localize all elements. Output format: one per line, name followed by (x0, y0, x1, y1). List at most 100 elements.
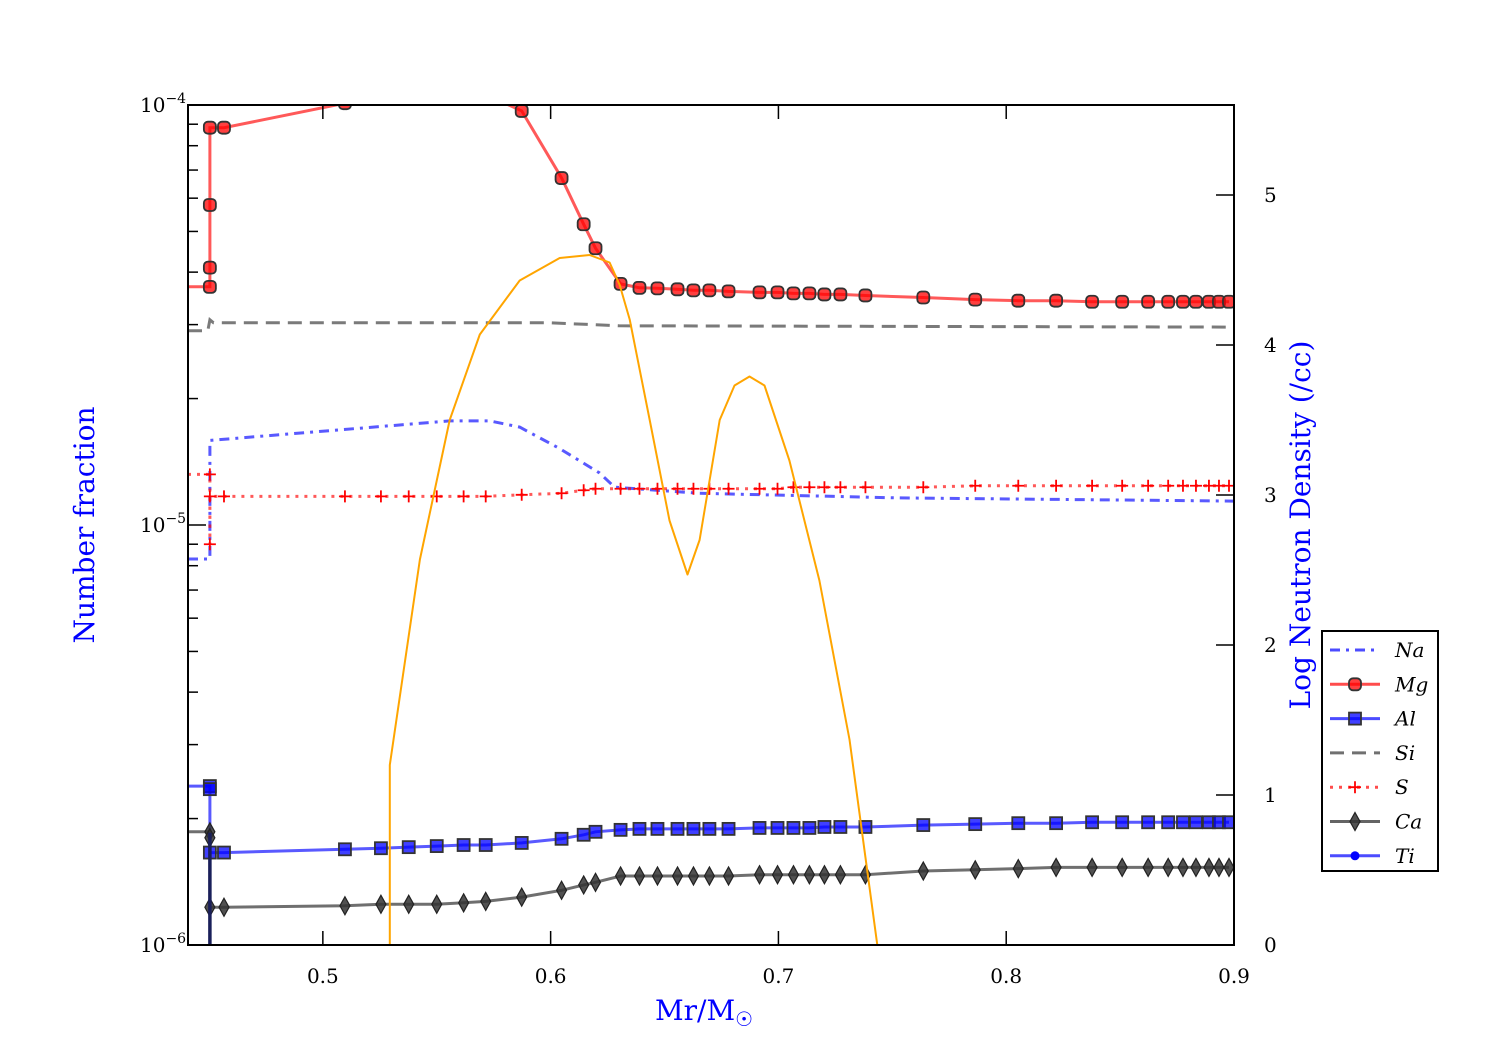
x-tick-label: 0.7 (763, 964, 795, 988)
legend-marker (1350, 851, 1360, 861)
data-point-ca (555, 880, 568, 901)
data-point-s (374, 490, 387, 503)
data-point-al (1161, 815, 1176, 830)
x-tick-label: 0.5 (307, 964, 339, 988)
data-point-ca (787, 864, 800, 885)
legend-label: Ti (1395, 844, 1415, 868)
data-point-al (478, 838, 493, 852)
y-right-tick-label: 1 (1264, 783, 1277, 807)
data-point-mg (752, 285, 767, 300)
data-point-ca (803, 864, 816, 885)
data-point-mg (802, 286, 817, 301)
data-point-s (402, 490, 415, 503)
data-point-s (818, 481, 831, 494)
data-point-mg (833, 287, 848, 302)
neutron-density-line (388, 254, 879, 945)
series-layer (188, 85, 1234, 945)
data-point-s (1176, 479, 1189, 492)
ticks-layer: 0.5 0.6 0.7 0.8 0.9 10−4 10−5 10−6 0 1 2 3 4 5 (140, 91, 1277, 988)
data-point-al (752, 821, 767, 835)
data-point-al (916, 818, 931, 832)
data-point-mg (968, 292, 983, 307)
y-tick-label: 10−4 (140, 91, 186, 117)
series-line-na (188, 419, 1234, 561)
series-line-mg (188, 105, 1229, 304)
data-point-al (1176, 815, 1190, 830)
data-point-mg (1161, 294, 1176, 309)
legend-item-ti: Ti (1330, 844, 1415, 868)
data-point-al (1189, 815, 1203, 830)
data-point-s (1086, 479, 1099, 492)
legend-item-mg: Mg (1330, 672, 1428, 696)
data-point-al (702, 821, 717, 836)
data-point-al (1085, 815, 1099, 830)
data-point-mg (1222, 294, 1234, 309)
legend-label: Mg (1394, 672, 1428, 696)
y-tick-label: 10−6 (140, 931, 186, 957)
data-point-s (1116, 479, 1129, 492)
data-point-al (456, 838, 471, 852)
data-point-mg (576, 217, 591, 232)
legend-item-ca: Ca (1330, 810, 1422, 834)
data-point-ca (375, 894, 387, 915)
data-point-al (817, 820, 832, 834)
legend-marker (1349, 781, 1361, 794)
data-point-al (374, 841, 388, 856)
data-point-al (1222, 815, 1234, 830)
data-point-s (457, 490, 470, 503)
data-point-al (650, 821, 665, 836)
data-point-s (1012, 479, 1025, 492)
legend-label: Ca (1395, 810, 1422, 834)
data-point-s (917, 481, 930, 494)
legend-item-si: Si (1330, 741, 1415, 765)
data-point-mg (786, 286, 801, 301)
data-point-ca (1213, 857, 1225, 878)
data-point-al (514, 836, 529, 850)
data-point-s (1202, 479, 1215, 492)
data-point-ca (1177, 857, 1189, 878)
data-point-al (429, 839, 444, 853)
y-tick-label: 10−5 (140, 511, 186, 537)
data-point-mg (458, 85, 470, 97)
data-point-mg (217, 120, 231, 135)
data-point-ca (589, 872, 602, 893)
data-point-mg (650, 281, 665, 296)
data-point-s (859, 481, 872, 494)
data-point-s (203, 490, 216, 503)
data-point-al (202, 782, 217, 797)
data-point-mg (338, 105, 352, 111)
data-point-s (1222, 479, 1234, 492)
data-point-ca (403, 894, 415, 915)
data-point-al (1049, 816, 1063, 831)
data-point-s (338, 490, 351, 503)
legend-item-s: S (1330, 775, 1409, 799)
data-point-mg (702, 283, 717, 298)
data-point-mg (202, 279, 217, 294)
x-tick-label: 0.6 (535, 964, 567, 988)
legend-box (1321, 630, 1439, 872)
legend-label: Na (1394, 638, 1424, 662)
data-point-s (589, 482, 602, 495)
data-point-mg (770, 285, 785, 300)
data-point-al (833, 820, 848, 834)
data-point-ca (1142, 857, 1154, 878)
data-point-mg (1141, 294, 1156, 309)
data-point-al (968, 817, 983, 832)
y-right-tick-label: 3 (1264, 483, 1277, 507)
data-point-al (576, 827, 591, 842)
data-point-ca (1086, 857, 1098, 878)
data-point-mg (686, 283, 701, 298)
data-point-al (1141, 815, 1156, 830)
data-point-ca (457, 892, 470, 914)
data-point-ca (614, 865, 627, 887)
data-point-mg (554, 171, 569, 185)
series-s (188, 468, 1234, 551)
data-point-al (802, 821, 817, 835)
y-right-tick-label: 5 (1264, 183, 1277, 207)
data-point-mg (1189, 294, 1203, 309)
data-point-mg (632, 280, 647, 295)
series-si (188, 317, 1234, 333)
legend: Na Mg Al Si S Ca Ti (1321, 630, 1439, 872)
x-axis-label: Mr/M☉ (655, 994, 753, 1031)
